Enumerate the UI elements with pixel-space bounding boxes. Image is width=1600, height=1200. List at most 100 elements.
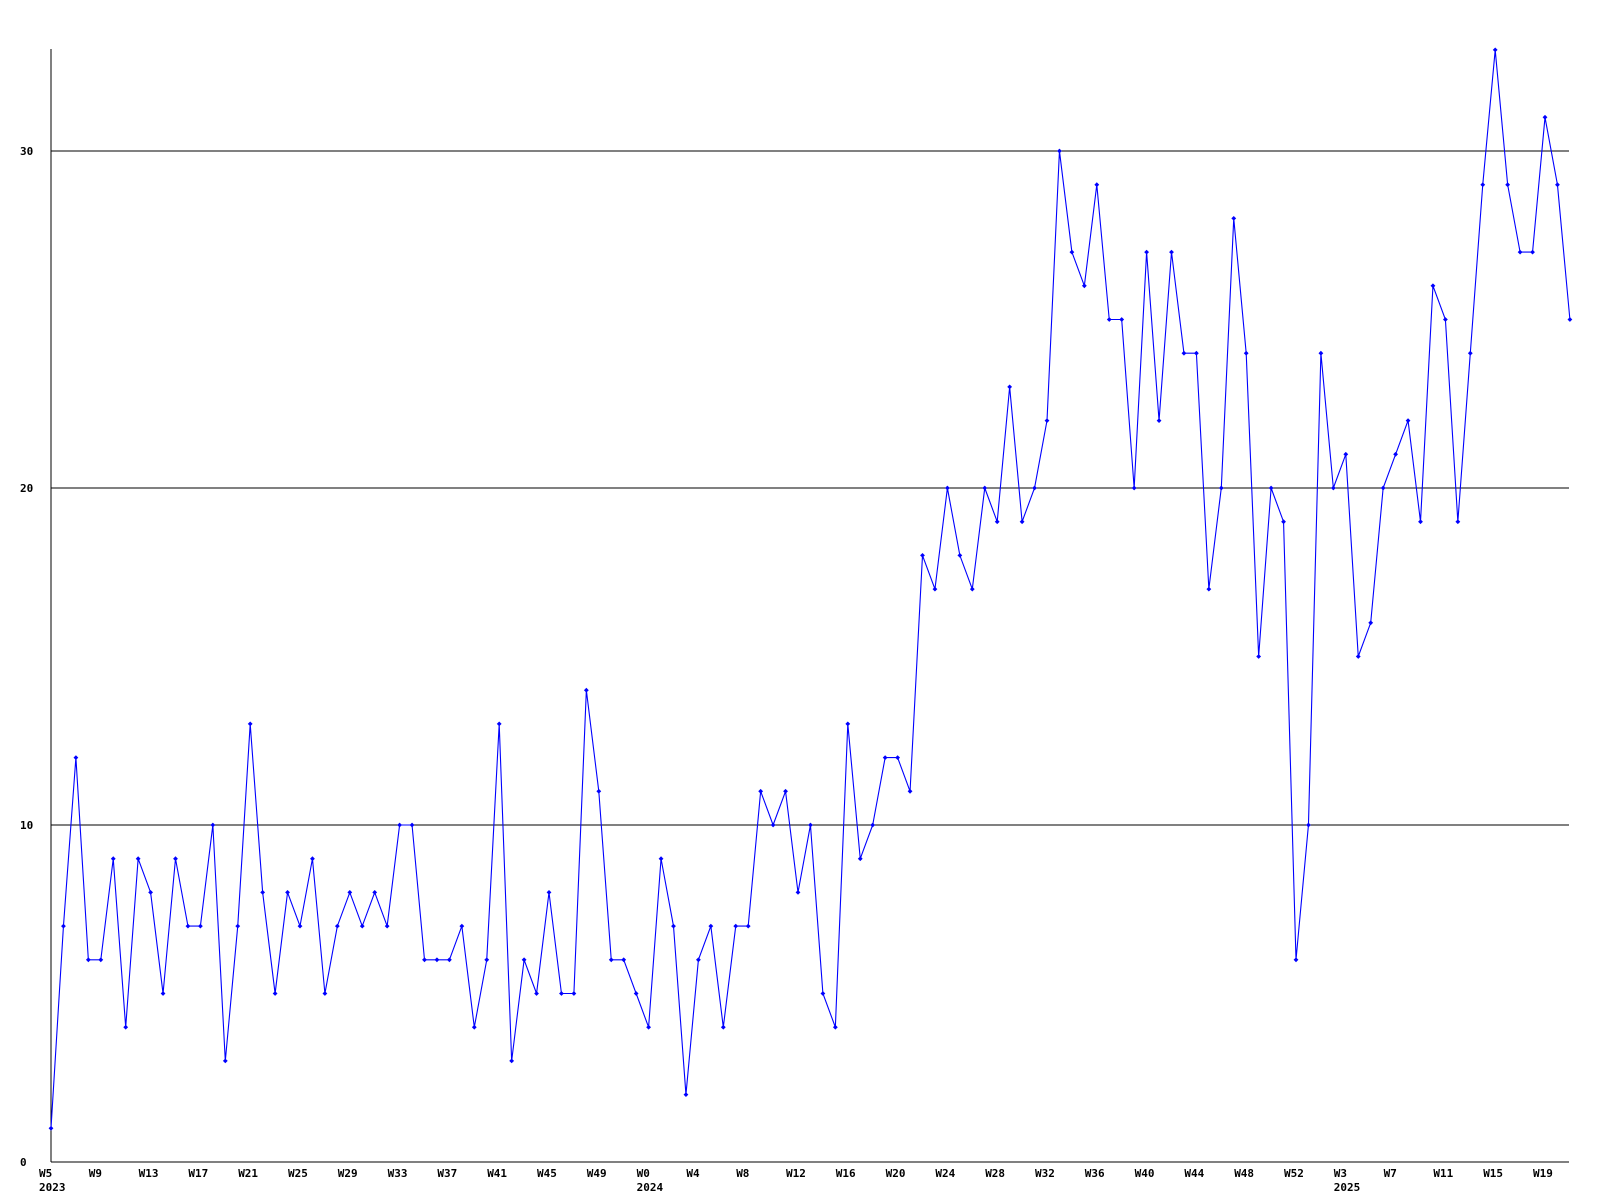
data-point	[1119, 317, 1125, 322]
data-point	[1505, 182, 1511, 188]
data-point	[1268, 485, 1274, 491]
x-tick-label: W8	[736, 1167, 749, 1180]
data-point	[608, 957, 614, 963]
gridlines	[51, 150, 1569, 826]
data-point	[720, 1024, 726, 1030]
data-point	[1069, 249, 1075, 255]
data-point	[359, 923, 365, 929]
data-point	[832, 1024, 838, 1030]
data-point	[820, 991, 826, 996]
data-point	[434, 957, 440, 963]
data-point	[571, 991, 577, 996]
data-point	[982, 485, 988, 491]
x-tick-label: W5	[39, 1167, 52, 1180]
x-tick-label: W48	[1234, 1167, 1254, 1180]
x-tick-label: W33	[388, 1167, 408, 1180]
x-tick-label: W40	[1135, 1167, 1155, 1180]
x-tick-label: W37	[437, 1167, 457, 1180]
data-point	[870, 822, 876, 828]
axes	[50, 49, 1569, 1163]
data-point	[384, 923, 390, 929]
data-point	[1555, 182, 1560, 188]
x-tick-label: W7	[1384, 1167, 1397, 1180]
data-point	[1181, 350, 1187, 356]
data-point	[1094, 182, 1100, 188]
data-point	[123, 1024, 129, 1030]
x-tick-label: W32	[1035, 1167, 1055, 1180]
data-point	[422, 957, 427, 963]
data-point	[1144, 249, 1149, 255]
data-point	[1206, 586, 1212, 592]
data-point	[1306, 822, 1311, 828]
data-point	[1517, 249, 1523, 255]
data-point	[671, 923, 676, 929]
data-point	[198, 923, 203, 929]
data-point	[696, 957, 701, 963]
data-point	[596, 788, 602, 794]
data-point	[1032, 485, 1037, 491]
x-tick-label: W17	[188, 1167, 208, 1180]
data-point	[459, 923, 465, 929]
data-point	[260, 890, 266, 895]
data-point	[409, 822, 415, 828]
x-tick-label: W45	[537, 1167, 557, 1180]
data-point	[509, 1058, 515, 1064]
data-point	[372, 890, 378, 895]
data-point	[1330, 485, 1336, 491]
data-point	[1455, 519, 1461, 525]
data-point	[1567, 317, 1573, 322]
x-tick-label: W11	[1433, 1167, 1453, 1180]
data-point	[1019, 519, 1025, 525]
x-tick-label: W3	[1334, 1167, 1347, 1180]
data-point	[1281, 519, 1286, 525]
data-point	[210, 822, 216, 828]
data-point	[783, 788, 788, 794]
x-year-label: 2025	[1334, 1181, 1361, 1194]
data-point	[1044, 418, 1050, 423]
x-tick-label: W44	[1184, 1167, 1204, 1180]
data-point	[73, 755, 79, 760]
data-point	[1418, 519, 1423, 525]
data-point	[222, 1058, 228, 1064]
data-point	[1169, 249, 1174, 255]
data-point	[110, 856, 116, 862]
data-point	[322, 991, 328, 996]
x-year-label: 2023	[39, 1181, 66, 1194]
data-point	[521, 957, 527, 963]
data-point	[1081, 283, 1087, 289]
data-point	[994, 519, 1000, 525]
data-point	[185, 923, 191, 929]
data-point	[945, 485, 950, 491]
data-point	[534, 991, 539, 996]
data-point	[1530, 249, 1535, 255]
data-point	[895, 755, 900, 760]
data-point	[1194, 350, 1199, 356]
data-point	[310, 856, 315, 862]
x-tick-label: W52	[1284, 1167, 1304, 1180]
data-point	[683, 1092, 689, 1097]
data-point	[957, 553, 963, 558]
data-point	[795, 890, 801, 895]
data-point	[397, 822, 402, 828]
data-point	[920, 553, 925, 558]
data-point	[745, 923, 751, 929]
data-point	[1131, 485, 1137, 491]
x-tick-label: W0	[637, 1167, 650, 1180]
data-point	[61, 923, 66, 929]
x-tick-label: W15	[1483, 1167, 1503, 1180]
y-tick-label: 20	[20, 482, 33, 495]
data-point	[48, 1125, 54, 1131]
x-tick-label: W16	[836, 1167, 856, 1180]
data-point	[708, 923, 714, 929]
data-point	[1318, 350, 1324, 356]
data-point	[646, 1024, 651, 1030]
data-point	[808, 822, 813, 828]
data-series	[48, 47, 1573, 1131]
data-point	[98, 957, 104, 963]
data-point	[633, 991, 639, 996]
data-point	[733, 923, 739, 929]
data-point	[770, 822, 776, 828]
data-point	[285, 890, 290, 895]
data-point	[148, 890, 153, 895]
